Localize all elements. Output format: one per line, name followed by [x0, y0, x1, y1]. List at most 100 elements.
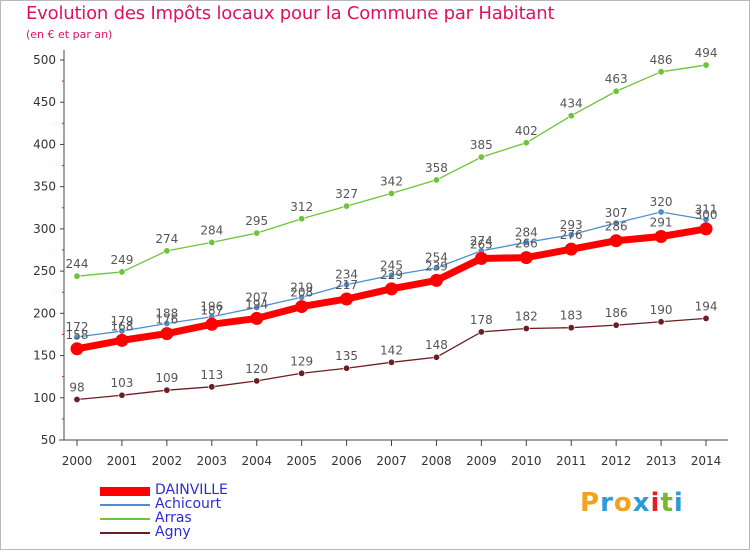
data-label: 239: [425, 259, 448, 273]
data-point: [73, 395, 81, 403]
data-point: [163, 319, 171, 327]
y-tick-label: 350: [33, 180, 56, 194]
data-label: 486: [650, 53, 673, 67]
data-point: [205, 317, 219, 331]
data-label: 286: [605, 220, 628, 234]
x-tick-label: 2009: [466, 454, 497, 468]
data-label: 307: [605, 206, 628, 220]
data-point: [657, 318, 665, 326]
data-point: [564, 242, 578, 256]
data-label: 208: [290, 286, 313, 300]
data-label: 109: [155, 371, 178, 385]
data-label: 179: [110, 314, 133, 328]
data-point: [612, 321, 620, 329]
logo-letter: r: [600, 488, 614, 518]
data-point: [298, 215, 306, 223]
y-tick-label: 150: [33, 349, 56, 363]
y-tick-label: 50: [41, 433, 56, 447]
y-tick-label: 500: [33, 53, 56, 67]
data-label: 194: [695, 299, 718, 313]
data-label: 182: [515, 310, 538, 324]
data-point: [295, 300, 309, 314]
x-tick-label: 2006: [331, 454, 362, 468]
y-tick-label: 450: [33, 95, 56, 109]
data-label: 120: [245, 362, 268, 376]
data-label: 293: [560, 218, 583, 232]
data-point: [388, 358, 396, 366]
data-point: [609, 234, 623, 248]
x-tick-label: 2004: [241, 454, 272, 468]
data-label: 249: [110, 253, 133, 267]
data-point: [429, 273, 443, 287]
data-label: 142: [380, 343, 403, 357]
logo-letter: i: [673, 488, 684, 518]
data-point: [432, 353, 440, 361]
data-label: 494: [695, 46, 718, 60]
data-point: [567, 231, 575, 239]
data-label: 103: [110, 376, 133, 390]
data-label: 187: [200, 303, 223, 317]
data-point: [612, 219, 620, 227]
data-label: 327: [335, 187, 358, 201]
data-label: 266: [515, 237, 538, 251]
data-point: [432, 264, 440, 272]
data-label: 434: [560, 97, 583, 111]
data-label: 168: [110, 319, 133, 333]
data-label: 245: [380, 258, 403, 272]
data-label: 234: [335, 268, 358, 282]
data-point: [343, 281, 351, 289]
data-label: 98: [69, 380, 84, 394]
x-tick-label: 2010: [511, 454, 542, 468]
x-tick-label: 2003: [197, 454, 228, 468]
data-point: [163, 386, 171, 394]
data-label: 194: [245, 297, 268, 311]
data-label: 276: [560, 228, 583, 242]
data-label: 229: [380, 268, 403, 282]
data-label: 172: [66, 320, 89, 334]
proxiti-logo: Proxiti: [580, 488, 684, 518]
data-point: [253, 377, 261, 385]
data-label: 190: [650, 303, 673, 317]
legend-label: DAINVILLE: [155, 482, 228, 498]
data-label: 178: [470, 313, 493, 327]
data-point: [432, 176, 440, 184]
data-point: [163, 247, 171, 255]
data-point: [250, 311, 264, 325]
data-point: [118, 268, 126, 276]
legend-swatch: [100, 504, 150, 506]
data-label: 158: [66, 328, 89, 342]
data-point: [253, 229, 261, 237]
data-point: [567, 324, 575, 332]
data-label: 284: [515, 225, 538, 239]
x-tick-label: 2001: [107, 454, 138, 468]
data-label: 196: [200, 300, 223, 314]
data-label: 291: [650, 215, 673, 229]
data-label: 176: [155, 313, 178, 327]
logo-letter: x: [632, 488, 651, 518]
legend-label: Agny: [155, 524, 191, 540]
data-point: [522, 139, 530, 147]
data-point: [208, 383, 216, 391]
legend-swatch: [100, 518, 150, 520]
data-point: [343, 364, 351, 372]
data-point: [73, 333, 81, 341]
data-label: 284: [200, 223, 223, 237]
data-point: [73, 272, 81, 280]
x-tick-label: 2007: [376, 454, 407, 468]
y-tick-label: 200: [33, 306, 56, 320]
data-label: 342: [380, 174, 403, 188]
legend-label: Arras: [155, 510, 192, 526]
data-label: 274: [155, 232, 178, 246]
y-tick-label: 300: [33, 222, 56, 236]
data-point: [340, 292, 354, 306]
chart-title: Evolution des Impôts locaux pour la Comm…: [26, 3, 555, 24]
data-point: [160, 327, 174, 341]
data-point: [115, 333, 129, 347]
data-point: [699, 222, 713, 236]
data-point: [702, 61, 710, 69]
data-point: [70, 342, 84, 356]
data-point: [522, 325, 530, 333]
data-label: 463: [605, 72, 628, 86]
x-tick-label: 2011: [556, 454, 587, 468]
